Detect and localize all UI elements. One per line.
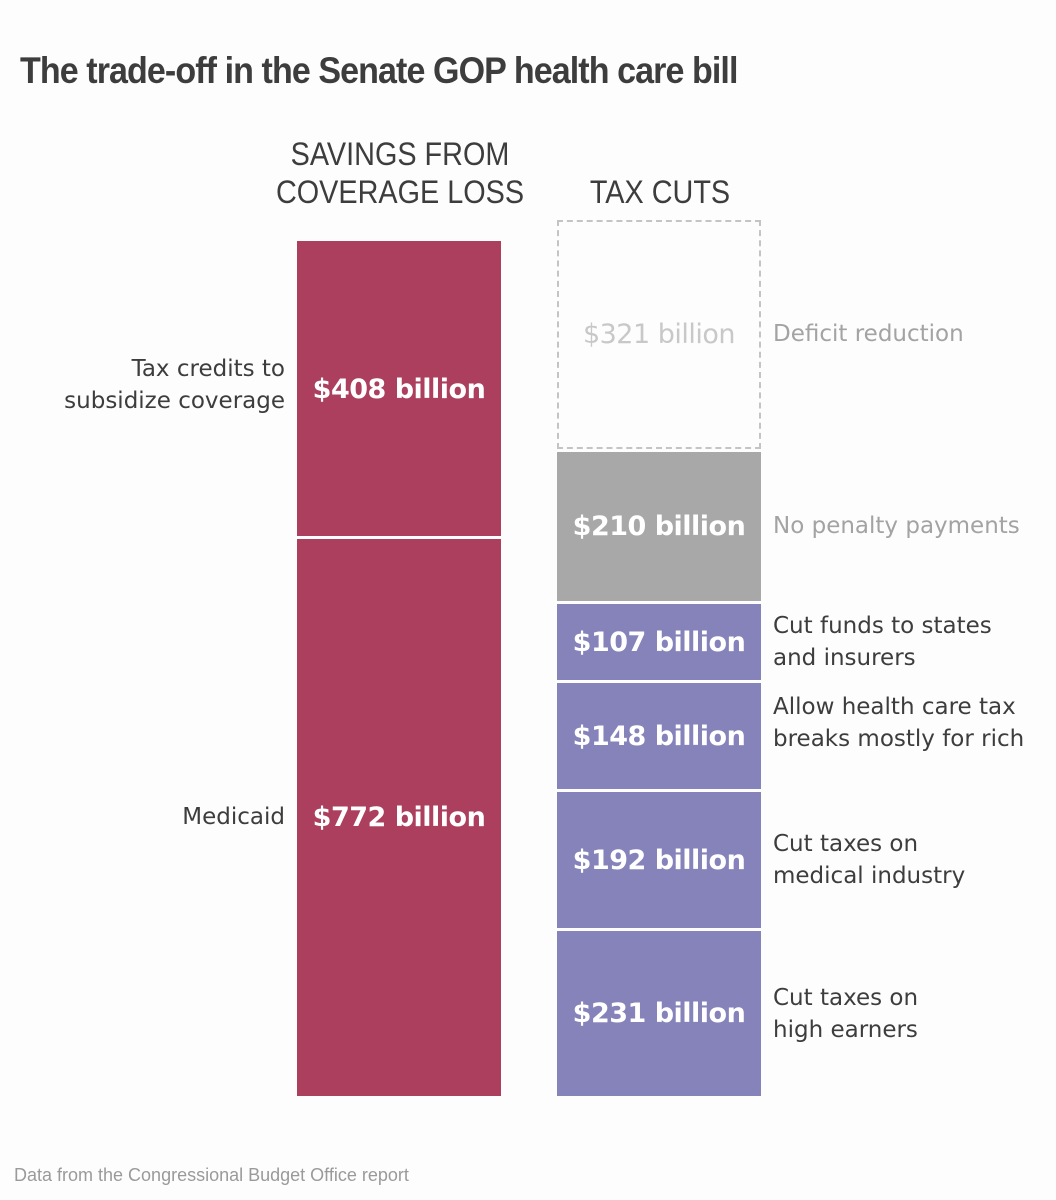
segment-label: Tax credits to subsidize coverage — [64, 356, 285, 414]
column-header-savings: SAVINGS FROM COVERAGE LOSS — [275, 136, 525, 210]
data-label: $408 billion — [312, 373, 486, 405]
segment-label: Cut funds to states and insurers — [773, 613, 992, 672]
segment-label: Deficit reduction — [773, 321, 964, 348]
data-label: $321 billion — [582, 318, 736, 350]
data-label: $231 billion — [572, 998, 746, 1030]
bar-segment: $231 billion — [557, 931, 761, 1096]
column-header-tax-cuts: TAX CUTS — [589, 174, 731, 210]
data-label: $210 billion — [572, 510, 746, 542]
bar-segment: $772 billion — [297, 538, 501, 1096]
data-label: $772 billion — [312, 801, 486, 833]
segment-label: Medicaid — [182, 804, 285, 831]
bar-segment: $408 billion — [297, 240, 501, 536]
data-label: $148 billion — [572, 720, 746, 752]
segment-label: Cut taxes on high earners — [773, 984, 919, 1043]
bar-segment: $107 billion — [557, 604, 761, 681]
bar-segment: $148 billion — [557, 683, 761, 789]
segment-label: Cut taxes on medical industry — [773, 831, 966, 890]
bar-segment: $192 billion — [557, 791, 761, 929]
bar-segment: $321 billion — [557, 220, 761, 449]
data-label: $107 billion — [572, 626, 746, 658]
chart-title: The trade-off in the Senate GOP health c… — [20, 50, 738, 91]
source-note: Data from the Congressional Budget Offic… — [14, 1165, 409, 1185]
segment-label: No penalty payments — [773, 513, 1020, 540]
segment-label: Allow health care tax breaks mostly for … — [773, 694, 1025, 753]
bar-segment: $210 billion — [557, 451, 761, 602]
data-label: $192 billion — [572, 844, 746, 876]
